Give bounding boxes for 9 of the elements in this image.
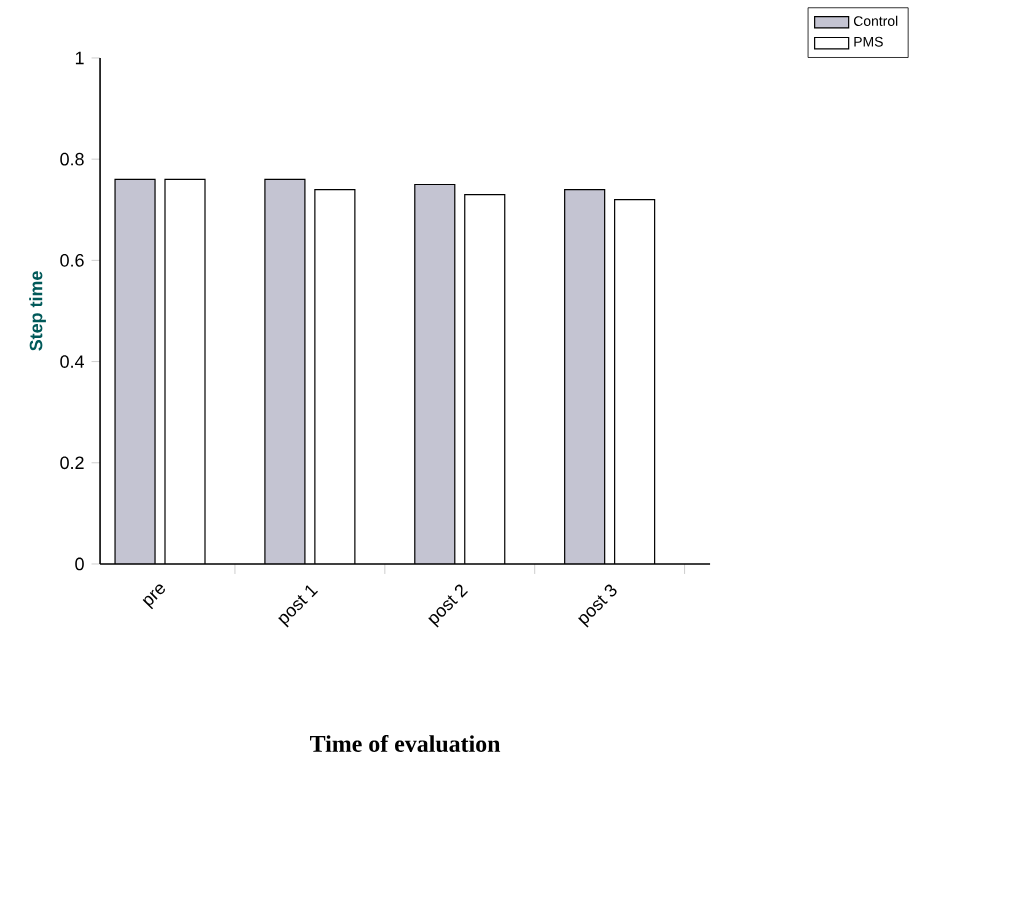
y-tick-label: 0.6 — [60, 254, 84, 267]
x-tick-label: pre — [142, 584, 165, 610]
y-tick-label: 0.4 — [60, 355, 84, 368]
y-tick-label: 0.8 — [60, 152, 84, 166]
x-axis-title: Time of evaluation — [310, 734, 501, 752]
y-tick-label: 0.2 — [60, 456, 84, 470]
y-tick-label: 0 — [75, 557, 84, 571]
y-tick-label: 1 — [75, 51, 84, 65]
y-axis-title: Step time — [29, 271, 46, 351]
